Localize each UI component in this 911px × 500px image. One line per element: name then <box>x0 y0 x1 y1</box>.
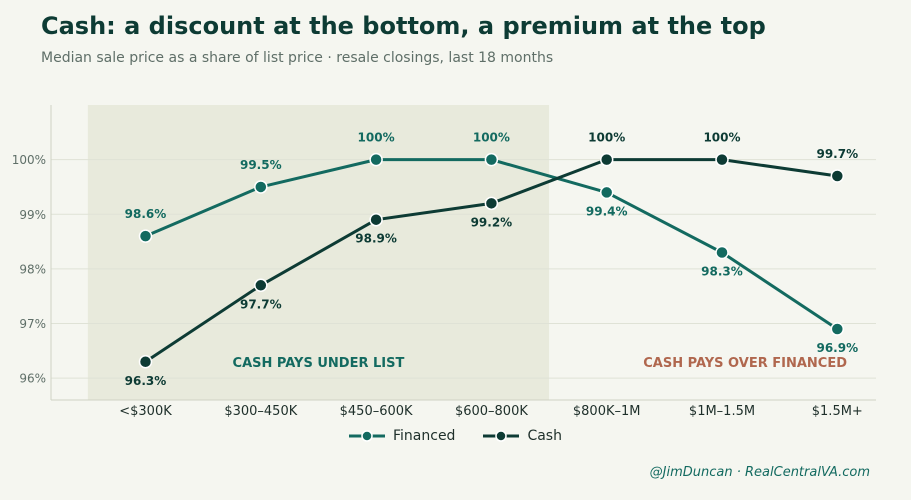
data-point-financed <box>830 322 845 336</box>
data-label-financed: 100% <box>473 131 510 145</box>
data-point-cash <box>484 196 499 211</box>
legend-swatch-cash <box>483 430 520 442</box>
data-point-cash <box>715 152 729 167</box>
annotation-cash-under-list: CASH PAYS UNDER LIST <box>233 356 405 371</box>
chart-legend: Financed Cash <box>0 428 911 444</box>
y-tick-label: 100% <box>12 153 46 167</box>
chart-title: Cash: a discount at the bottom, a premiu… <box>41 12 766 40</box>
data-label-financed: 98.3% <box>701 265 743 279</box>
data-label-financed: 100% <box>358 131 395 145</box>
data-point-financed <box>138 229 153 243</box>
data-label-cash: 97.7% <box>240 297 282 311</box>
y-tick-label: 99% <box>19 208 46 222</box>
annotation-cash-over-financed: CASH PAYS OVER FINANCED <box>643 356 847 371</box>
data-label-financed: 96.9% <box>816 341 858 355</box>
data-label-cash: 96.3% <box>125 374 167 388</box>
data-label-cash: 99.2% <box>471 215 513 229</box>
data-point-financed <box>369 152 383 167</box>
data-point-financed <box>599 185 614 200</box>
data-point-cash <box>254 278 268 293</box>
y-tick-label: 96% <box>19 372 46 386</box>
x-tick-label: $450–600K <box>340 404 413 419</box>
x-tick-label: <$300K <box>119 404 172 419</box>
data-label-financed: 99.4% <box>586 204 628 218</box>
x-tick-label: $800K–1M <box>573 404 641 419</box>
x-tick-label: $1.5M+ <box>812 404 863 419</box>
x-tick-label: $1M–1.5M <box>689 404 755 419</box>
source-credit: @JimDuncan · RealCentralVA.com <box>649 465 870 480</box>
data-label-cash: 98.9% <box>355 232 397 246</box>
data-label-cash: 100% <box>588 131 625 145</box>
legend-label-cash: Cash <box>527 428 562 444</box>
data-point-cash <box>369 212 383 227</box>
legend-swatch-financed <box>349 430 385 442</box>
legend-item-cash: Cash <box>483 428 562 444</box>
legend-item-financed: Financed <box>349 428 455 444</box>
data-label-financed: 98.6% <box>125 207 167 221</box>
data-label-cash: 100% <box>703 131 740 145</box>
data-point-financed <box>484 152 499 167</box>
data-point-financed <box>254 180 268 194</box>
x-tick-label: $600–800K <box>455 404 528 419</box>
data-point-cash <box>830 169 845 183</box>
legend-label-financed: Financed <box>393 428 456 444</box>
data-point-financed <box>715 245 729 260</box>
x-tick-label: $300–450K <box>224 404 297 419</box>
chart-subtitle: Median sale price as a share of list pri… <box>41 50 554 66</box>
y-tick-label: 97% <box>19 317 46 331</box>
data-label-financed: 99.5% <box>240 158 282 172</box>
data-point-cash <box>599 152 614 167</box>
data-point-cash <box>138 355 153 369</box>
y-tick-label: 98% <box>19 262 46 276</box>
data-label-cash: 99.7% <box>816 147 858 161</box>
